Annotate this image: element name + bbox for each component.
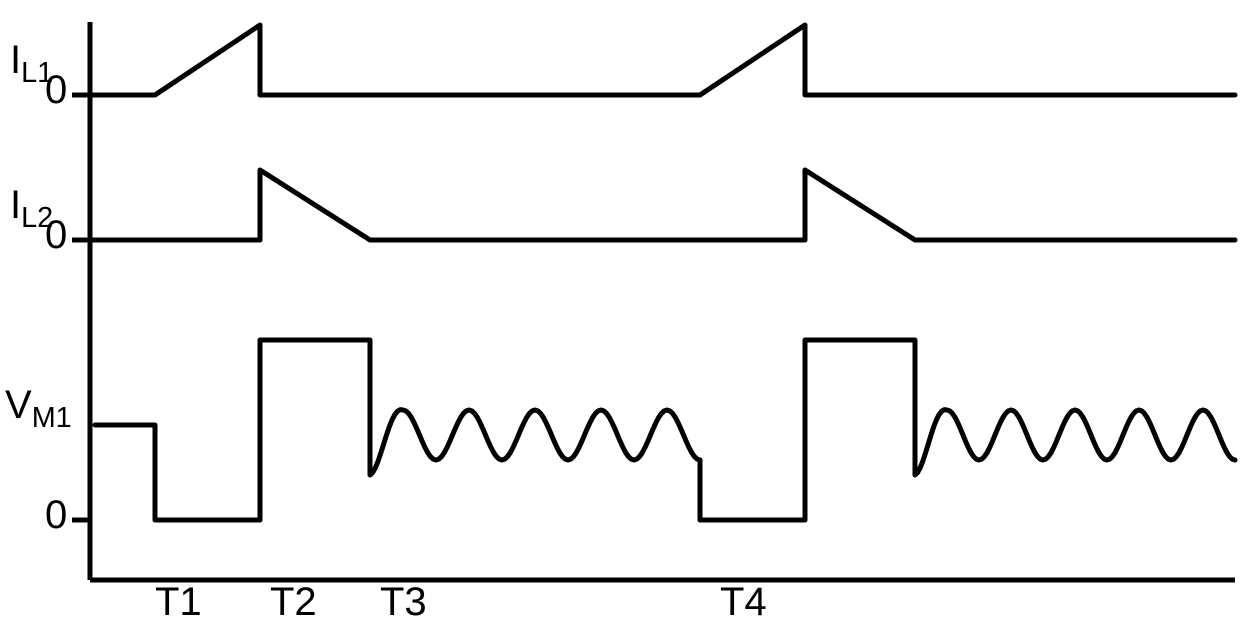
timing-diagram: IL10IL20VM10T1T2T3T4 [0,0,1240,623]
IL1-waveform [92,25,1235,95]
IL1-zero-label: 0 [45,68,67,113]
VM1-zero-label: 0 [45,493,67,538]
IL2-waveform [92,170,1235,240]
VM1-waveform [95,340,1235,520]
time-label-T1: T1 [155,580,202,625]
time-label-T2: T2 [270,580,317,625]
time-label-T3: T3 [380,580,427,625]
IL2-zero-label: 0 [45,213,67,258]
diagram-svg [0,0,1240,623]
time-label-T4: T4 [720,580,767,625]
VM1-label: VM1 [5,383,72,435]
